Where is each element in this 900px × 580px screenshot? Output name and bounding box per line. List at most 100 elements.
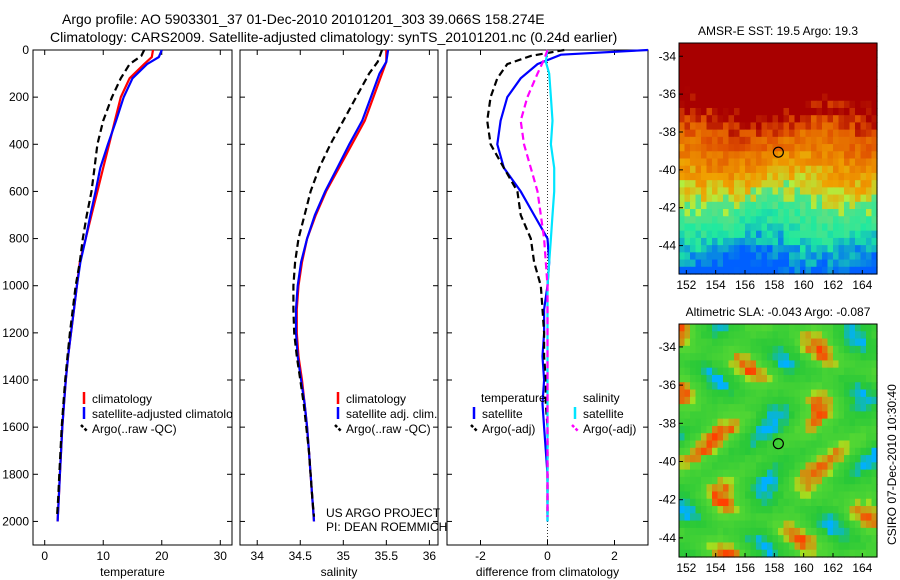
- map-cell: [855, 86, 862, 95]
- map-cell: [712, 418, 719, 427]
- map-cell: [723, 440, 730, 449]
- map-cell: [778, 484, 785, 493]
- map-cell: [822, 324, 829, 332]
- map-cell: [717, 374, 724, 383]
- map-cell: [849, 455, 856, 463]
- map-cell: [794, 433, 801, 442]
- map-cell: [690, 345, 697, 354]
- panel-difference: [446, 48, 649, 546]
- map-cell: [838, 411, 845, 420]
- map-cell: [706, 57, 713, 66]
- map-cell: [860, 43, 867, 51]
- map-cell: [706, 411, 713, 420]
- map-cell: [706, 498, 713, 507]
- map-cell: [739, 252, 746, 261]
- map-cell: [838, 144, 845, 152]
- map-cell: [739, 71, 746, 80]
- map-cell: [849, 433, 856, 442]
- map-cell: [734, 447, 741, 456]
- map-cell: [684, 411, 691, 420]
- map-cell: [712, 331, 719, 340]
- map-cell: [794, 549, 801, 558]
- map-cell: [816, 462, 823, 471]
- map-cell: [739, 144, 746, 152]
- map-cell: [849, 71, 856, 80]
- map-cell: [723, 469, 730, 478]
- map-cell: [811, 237, 818, 246]
- map-cell: [789, 93, 796, 102]
- map-cell: [805, 433, 812, 442]
- map-cell: [745, 396, 752, 405]
- map-cell: [706, 367, 713, 376]
- map-cell: [717, 382, 724, 391]
- map-cell: [750, 187, 757, 196]
- map-cell: [866, 513, 873, 522]
- map-cell: [712, 535, 719, 544]
- map-cell: [739, 172, 746, 181]
- y-tick-label: 1800: [2, 467, 29, 481]
- map-cell: [833, 107, 840, 116]
- map-cell: [860, 520, 867, 529]
- map-cell: [756, 230, 763, 239]
- map-cell: [679, 506, 686, 514]
- map-cell: [745, 144, 752, 152]
- map-cell: [800, 64, 807, 73]
- map-cell: [767, 172, 774, 181]
- map-cell: [860, 144, 867, 152]
- map-cell: [728, 520, 735, 529]
- map-cell: [734, 331, 741, 340]
- map-cell: [772, 367, 779, 376]
- map-cell: [750, 440, 757, 449]
- map-cell: [844, 158, 851, 167]
- map-cell: [739, 266, 746, 275]
- map-cell: [822, 455, 829, 463]
- map-cell: [756, 93, 763, 102]
- map-cell: [822, 447, 829, 456]
- map-cell: [822, 115, 829, 124]
- map-cell: [739, 404, 746, 412]
- map-cell: [739, 64, 746, 73]
- map-cell: [822, 484, 829, 493]
- map-cell: [827, 57, 834, 66]
- map-cell: [805, 64, 812, 73]
- map-title: AMSR-E SST: 19.5 Argo: 19.3: [698, 24, 858, 38]
- map-y-tick-label: -44: [659, 531, 677, 545]
- map-cell: [679, 484, 686, 493]
- map-cell: [706, 513, 713, 522]
- map-cell: [827, 122, 834, 131]
- map-cell: [756, 411, 763, 420]
- map-cell: [706, 549, 713, 558]
- map-cell: [712, 144, 719, 152]
- map-cell: [706, 535, 713, 544]
- map-cell: [816, 535, 823, 544]
- map-cell: [783, 209, 790, 217]
- map-cell: [833, 158, 840, 167]
- map-cell: [866, 259, 873, 268]
- map-cell: [684, 50, 691, 59]
- map-cell: [849, 107, 856, 116]
- map-cell: [712, 136, 719, 145]
- map-cell: [690, 209, 697, 217]
- map-cell: [844, 440, 851, 449]
- map-cell: [679, 338, 686, 347]
- map-cell: [706, 122, 713, 131]
- map-cell: [822, 527, 829, 536]
- map-cell: [855, 245, 862, 253]
- map-cell: [761, 345, 768, 354]
- map-cell: [756, 374, 763, 383]
- map-cell: [701, 374, 708, 383]
- map-cell: [794, 404, 801, 412]
- map-cell: [844, 353, 851, 362]
- map-cell: [690, 86, 697, 95]
- map-cell: [679, 136, 686, 145]
- map-cell: [866, 345, 873, 354]
- map-cell: [866, 201, 873, 210]
- map-cell: [717, 506, 724, 514]
- map-cell: [750, 324, 757, 332]
- map-cell: [849, 389, 856, 398]
- map-cell: [690, 425, 697, 434]
- map-cell: [811, 331, 818, 340]
- map-cell: [695, 345, 702, 354]
- map-cell: [811, 374, 818, 383]
- map-cell: [723, 107, 730, 116]
